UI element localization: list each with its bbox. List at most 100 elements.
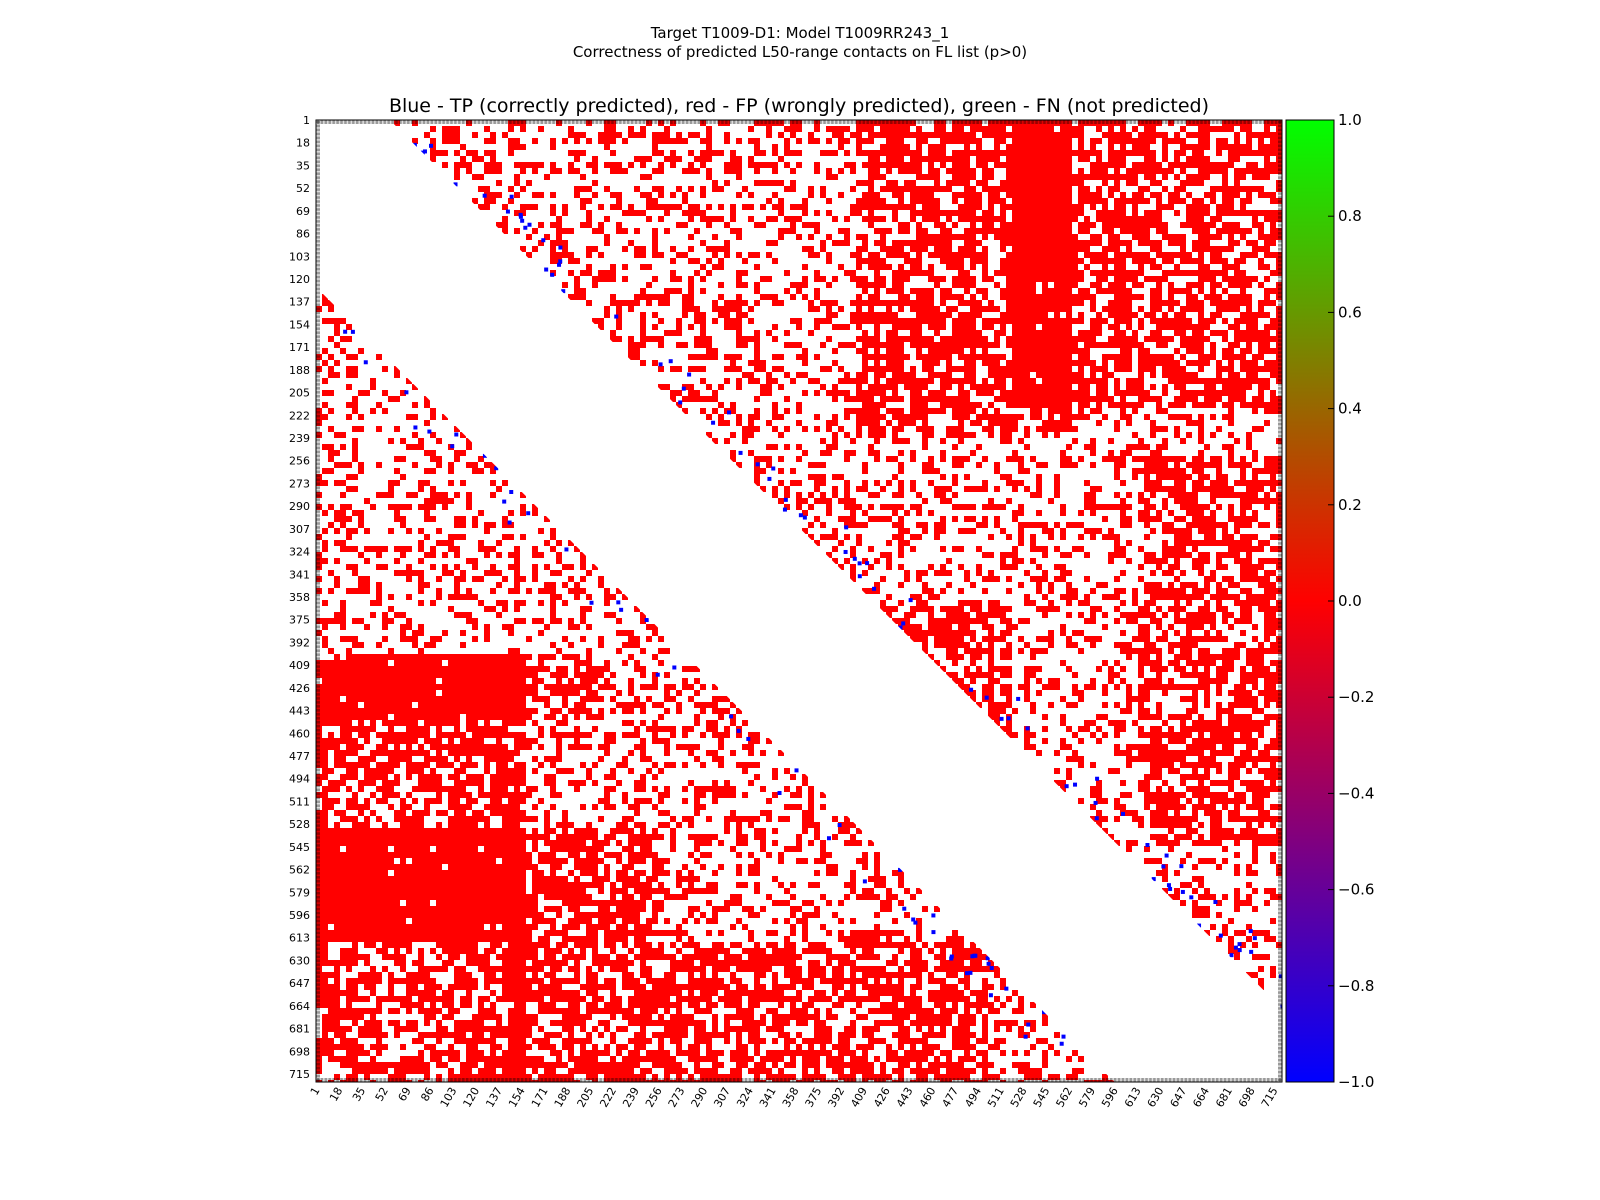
contact-cell [1192,486,1198,492]
contact-cell [1216,360,1222,366]
contact-cell [1150,456,1156,462]
contact-cell [1222,144,1228,150]
contact-cell [1144,336,1150,342]
contact-cell [1222,552,1228,558]
contact-cell [442,162,448,168]
contact-cell [952,456,958,462]
contact-cell [820,240,826,246]
contact-cell [796,324,802,330]
contact-cell [772,492,778,498]
contact-cell [1192,372,1198,378]
contact-cell [1132,258,1138,264]
contact-cell [1240,168,1246,174]
contact-cell [940,606,946,612]
contact-cell [1192,462,1198,468]
contact-cell [1198,348,1204,354]
contact-cell [574,582,580,588]
contact-cell [1222,486,1228,492]
contact-cell [892,372,898,378]
contact-cell [550,246,556,252]
contact-cell [1054,576,1060,582]
contact-cell [454,588,460,594]
contact-cell [688,396,694,402]
contact-cell [592,318,598,324]
contact-cell [772,402,778,408]
contact-cell [1114,546,1120,552]
contact-cell [988,372,994,378]
contact-cell [1222,330,1228,336]
contact-cell [982,360,988,366]
contact-cell [1156,180,1162,186]
contact-cell [328,570,334,576]
contact-cell [1126,174,1132,180]
contact-cell [694,336,700,342]
contact-cell [862,282,868,288]
contact-cell [658,168,664,174]
contact-cell [616,162,622,168]
contact-cell [790,180,796,186]
contact-cell [1000,330,1006,336]
contact-cell [442,132,448,138]
contact-cell [1258,150,1264,156]
contact-cell [922,582,928,588]
contact-cell [844,390,850,396]
contact-cell [958,252,964,258]
contact-cell [1192,456,1198,462]
contact-cell [838,474,844,480]
contact-cell [826,258,832,264]
contact-cell [1246,372,1252,378]
contact-cell [958,396,964,402]
contact-cell [1228,300,1234,306]
contact-cell [826,510,832,516]
contact-cell [946,138,952,144]
contact-cell [1144,444,1150,450]
contact-cell [814,324,820,330]
contact-cell [718,186,724,192]
contact-cell [820,438,826,444]
contact-cell [970,252,976,258]
contact-cell [1222,192,1228,198]
contact-cell [946,258,952,264]
contact-cell [574,138,580,144]
contact-cell [892,492,898,498]
contact-cell [772,168,778,174]
contact-cell [1246,252,1252,258]
contact-cell [952,342,958,348]
contact-cell [1180,330,1186,336]
contact-cell [436,456,442,462]
contact-cell [1114,198,1120,204]
contact-cell [952,330,958,336]
contact-cell [766,378,772,384]
contact-cell [1210,396,1216,402]
contact-cell [430,516,436,522]
contact-cell [838,126,844,132]
contact-cell [958,366,964,372]
contact-cell [1054,222,1060,228]
contact-cell [1036,546,1042,552]
contact-cell [742,372,748,378]
contact-cell [616,300,622,306]
contact-cell [1132,234,1138,240]
contact-cell [478,510,484,516]
contact-cell [934,330,940,336]
contact-cell [1174,186,1180,192]
contact-cell [1114,468,1120,474]
contact-cell [1132,204,1138,210]
contact-cell [802,294,808,300]
contact-cell [556,228,562,234]
contact-cell [934,180,940,186]
contact-cell [586,606,592,612]
contact-cell [1240,204,1246,210]
contact-cell [376,594,382,600]
contact-cell [1270,408,1276,414]
contact-cell [1024,222,1030,228]
contact-cell [820,318,826,324]
contact-cell [1036,408,1042,414]
contact-cell [604,162,610,168]
contact-cell [928,324,934,330]
contact-cell [940,318,946,324]
contact-cell [724,318,730,324]
contact-cell [1048,336,1054,342]
contact-cell [1048,534,1054,540]
contact-cell [586,162,592,168]
